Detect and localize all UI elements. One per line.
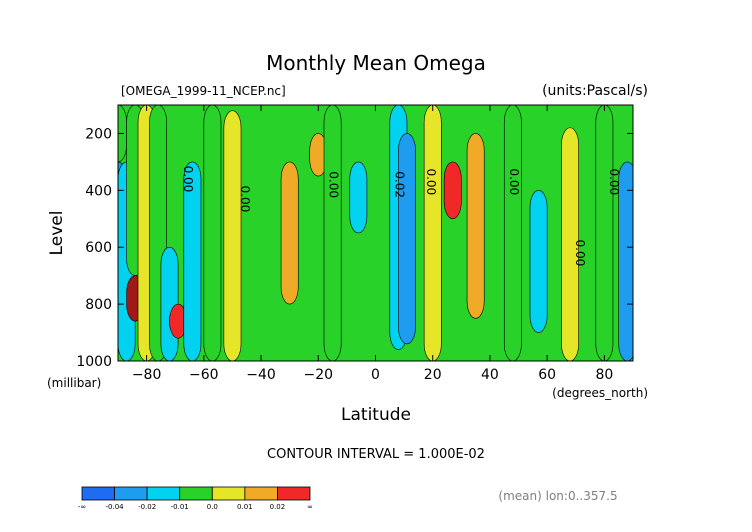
- colorbar-label-3: -0.01: [171, 503, 189, 511]
- x-tick-label-8: 80: [595, 367, 613, 383]
- contour-label-2: 0.00: [327, 171, 341, 198]
- y-tick-label-4: 1000: [76, 354, 112, 370]
- colorbar-swatch-5: [244, 486, 278, 501]
- x-tick-label-5: 20: [424, 367, 442, 383]
- mean-note: (mean) lon:0..357.5: [498, 489, 617, 503]
- colorbar-label-4: 0.0: [207, 503, 218, 511]
- x-tick-label-2: −40: [246, 367, 276, 383]
- units-label: (units:Pascal/s): [542, 83, 648, 99]
- colorbar-swatch-6: [277, 486, 311, 501]
- colorbar-swatch-3: [179, 486, 213, 501]
- contour-band-14: [323, 105, 342, 361]
- x-tick-label-0: −80: [132, 367, 162, 383]
- contour-label-0: 0.00: [181, 166, 195, 193]
- contour-band-12: [280, 161, 299, 305]
- contour-labels: 0.00 0.00 0.00 0.02 0.00 0.00 0.00 0.00: [181, 166, 621, 267]
- contour-band-25: [618, 161, 633, 361]
- colorbar-swatch-1: [114, 486, 148, 501]
- contour-band-21: [503, 105, 522, 361]
- y-units-label: (millibar): [47, 376, 101, 390]
- colorbar-label-0: -∞: [78, 503, 86, 511]
- contour-band-20: [443, 161, 462, 220]
- x-tick-label-1: −60: [189, 367, 219, 383]
- contour-label-1: 0.00: [238, 186, 252, 213]
- x-tick-label-3: −20: [304, 367, 334, 383]
- contour-band-18: [423, 105, 442, 361]
- contour-bands: [118, 105, 633, 361]
- colorbar-label-7: ∞: [307, 503, 313, 511]
- y-tick-label-1: 400: [85, 183, 112, 199]
- contour-label-3: 0.02: [393, 171, 407, 198]
- contour-band-9: [183, 161, 202, 361]
- x-tick-label-7: 60: [538, 367, 556, 383]
- chart-title: Monthly Mean Omega: [266, 51, 486, 75]
- contour-label-7: 0.00: [607, 168, 621, 195]
- colorbar-label-1: -0.04: [106, 503, 125, 511]
- contour-label-4: 0.00: [424, 168, 438, 195]
- x-units-label: (degrees_north): [552, 386, 648, 400]
- contour-band-11: [223, 110, 242, 361]
- colorbar-label-2: -0.02: [138, 503, 156, 511]
- x-tick-label-6: 40: [481, 367, 499, 383]
- contour-band-24: [595, 105, 614, 361]
- y-tick-label-3: 800: [85, 297, 112, 313]
- colorbar-swatch-4: [211, 486, 246, 501]
- colorbar-label-5: 0.01: [237, 503, 253, 511]
- contour-band-19: [466, 133, 485, 319]
- colorbar-label-6: 0.02: [270, 503, 286, 511]
- contour-band-15: [349, 161, 368, 234]
- x-tick-label-4: 0: [371, 367, 380, 383]
- y-axis-label: Level: [47, 211, 67, 256]
- colorbar-swatch-0: [81, 486, 115, 501]
- x-axis-label: Latitude: [341, 405, 411, 425]
- contour-band-10: [203, 105, 222, 361]
- colorbar: -∞ -0.04 -0.02 -0.01 0.0 0.01 0.02 ∞: [78, 486, 313, 511]
- y-axis: 200 400 600 800 1000: [76, 126, 633, 370]
- contour-band-22: [529, 190, 548, 333]
- contour-interval-label: CONTOUR INTERVAL = 1.000E-02: [267, 447, 485, 462]
- contour-band-23: [561, 127, 579, 361]
- y-tick-label-0: 200: [85, 126, 112, 142]
- file-label: [OMEGA_1999-11_NCEP.nc]: [121, 84, 286, 98]
- contour-label-6: 0.00: [573, 240, 587, 267]
- colorbar-swatch-2: [146, 486, 181, 501]
- contour-band-17: [398, 133, 416, 345]
- x-axis: −80 −60 −40 −20 0 20 40 60 80: [132, 105, 613, 383]
- contour-band-7: [160, 246, 179, 361]
- y-tick-label-2: 600: [85, 240, 112, 256]
- contour-label-5: 0.00: [507, 168, 521, 195]
